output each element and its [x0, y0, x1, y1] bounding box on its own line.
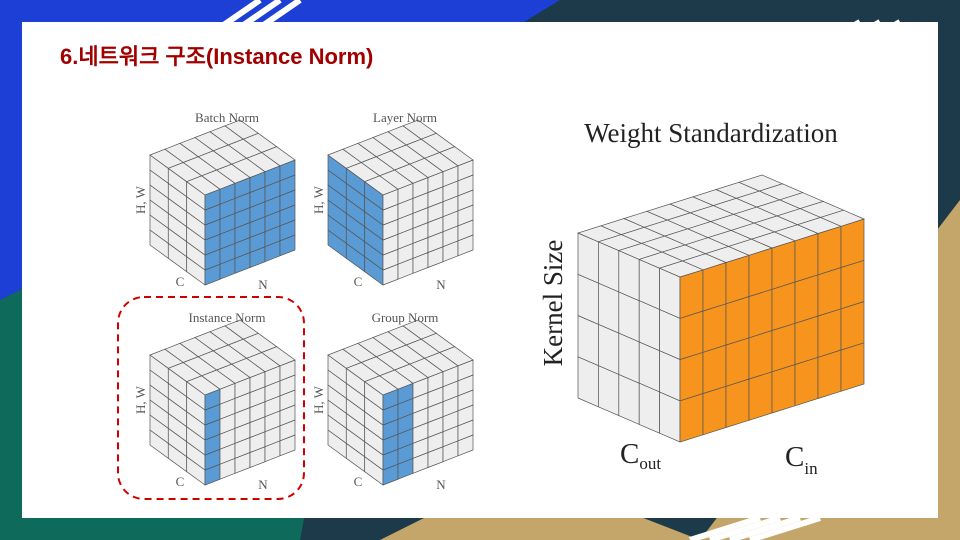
cube-cell: [725, 254, 750, 305]
cube-cell: [771, 364, 796, 414]
cube-cell: [725, 378, 750, 428]
cube-cell: [819, 209, 865, 227]
cube-cell: [679, 269, 704, 319]
weight-std-cout-label: Cout: [620, 438, 661, 473]
batch-norm-cube: [149, 119, 296, 286]
group-norm-cube: [327, 319, 474, 486]
batch-norm-axis-c: C: [176, 274, 185, 289]
cube-cell: [840, 301, 865, 351]
slide-title: 6.네트워크 구조(Instance Norm): [60, 44, 374, 69]
group-norm-axis-hw: H, W: [311, 385, 326, 414]
batch-norm-axis-n: N: [258, 277, 268, 292]
instance-norm-axis-c: C: [176, 474, 185, 489]
cube-cell: [794, 233, 819, 283]
cube-cell: [794, 356, 819, 407]
cube-cell: [260, 146, 296, 167]
cube-cell: [748, 288, 773, 339]
group-norm-axis-c: C: [354, 474, 363, 489]
cube-cell: [725, 337, 750, 387]
weight-std-cin-label: Cin: [785, 441, 818, 478]
instance-norm-cube: [149, 319, 296, 486]
cin-sub: in: [804, 459, 818, 478]
layer-norm-axis-hw: H, W: [311, 185, 326, 214]
cube-cell: [748, 371, 773, 421]
cube-cell: [748, 247, 773, 297]
instance-norm-axis-hw: H, W: [133, 385, 148, 414]
weight-std-ylabel: Kernel Size: [538, 240, 568, 367]
cube-cell: [438, 146, 474, 167]
cube-cell: [840, 218, 865, 268]
cube-cell: [794, 274, 819, 324]
group-norm-title: Group Norm: [372, 310, 439, 325]
cube-cell: [702, 303, 727, 353]
cube-cell: [702, 344, 727, 394]
weight-std-title: Weight Standardization: [584, 118, 838, 148]
cube-cell: [679, 310, 704, 360]
cube-cell: [260, 346, 296, 367]
instance-norm-dashed-outline: [117, 296, 305, 500]
cout-sub: out: [639, 454, 661, 473]
cube-cell: [771, 240, 796, 290]
cin-main: C: [785, 441, 804, 473]
group-norm-axis-n: N: [436, 477, 446, 492]
cout-main: C: [620, 438, 639, 470]
cube-cell: [817, 225, 842, 276]
norm-cubes: [149, 119, 474, 486]
cube-cell: [725, 296, 750, 346]
weight-std-cube: [576, 174, 865, 443]
cube-cell: [771, 322, 796, 373]
cube-cell: [817, 308, 842, 358]
cube-cell: [817, 267, 842, 317]
cube-cell: [679, 393, 704, 443]
cube-cell: [702, 385, 727, 436]
layer-norm-axis-n: N: [436, 277, 446, 292]
layer-norm-cube: [327, 119, 474, 286]
instance-norm-title: Instance Norm: [189, 310, 266, 325]
cube-cell: [840, 259, 865, 310]
cube-cell: [748, 330, 773, 380]
cube-cell: [840, 342, 865, 392]
batch-norm-axis-hw: H, W: [133, 185, 148, 214]
cube-cell: [794, 315, 819, 365]
batch-norm-title: Batch Norm: [195, 110, 259, 125]
layer-norm-axis-c: C: [354, 274, 363, 289]
cube-cell: [702, 262, 727, 312]
cube-cell: [679, 351, 704, 402]
layer-norm-title: Layer Norm: [373, 110, 437, 125]
cube-cell: [817, 349, 842, 399]
cube-cell: [771, 281, 796, 331]
cube-cell: [438, 346, 474, 367]
instance-norm-axis-n: N: [258, 477, 268, 492]
